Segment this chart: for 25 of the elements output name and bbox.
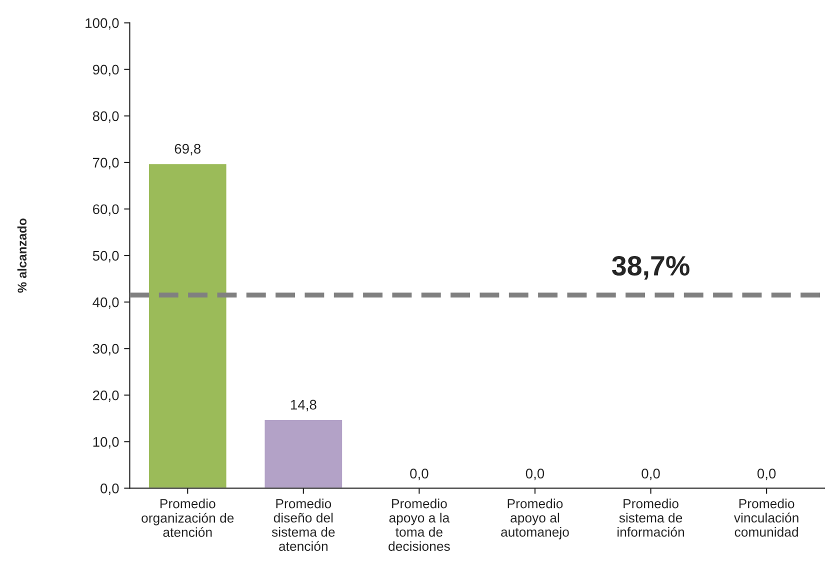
y-tick-label: 40,0 <box>92 297 119 309</box>
y-tick-label: 50,0 <box>92 250 119 262</box>
y-tick-label: 90,0 <box>92 64 119 76</box>
data-label: 0,0 <box>410 468 428 480</box>
data-label: 14,8 <box>290 400 316 412</box>
y-tick-label: 30,0 <box>92 344 119 356</box>
y-axis-title: % alcanzado <box>17 218 27 293</box>
data-label: 69,8 <box>174 144 201 156</box>
x-tick-label: Promedio apoyo al automanejo <box>501 498 569 540</box>
data-label: 0,0 <box>642 468 660 480</box>
x-tick-label: Promedio vinculación comunidad <box>734 498 798 537</box>
y-tick-label: 100,0 <box>86 18 119 30</box>
annotation: 38,7% <box>612 256 690 280</box>
y-tick-label: 10,0 <box>93 437 119 448</box>
y-tick-label: 70,0 <box>93 158 119 170</box>
x-tick-label: Promedio apoyo a la toma de decisiones <box>388 498 450 551</box>
y-tick-label: 60,0 <box>92 204 119 216</box>
x-tick-label: Promedio diseño del sistema de atención <box>272 498 335 551</box>
data-label: 0,0 <box>757 468 776 480</box>
y-tick-label: 0,0 <box>100 484 119 496</box>
x-tick-label: Promedio sistema de información <box>618 498 684 537</box>
y-tick-label: 20,0 <box>92 390 119 402</box>
y-tick-label: 80,0 <box>92 111 119 123</box>
data-label: 0,0 <box>526 468 544 480</box>
x-tick-label: Promedio organización de atención <box>142 498 234 537</box>
